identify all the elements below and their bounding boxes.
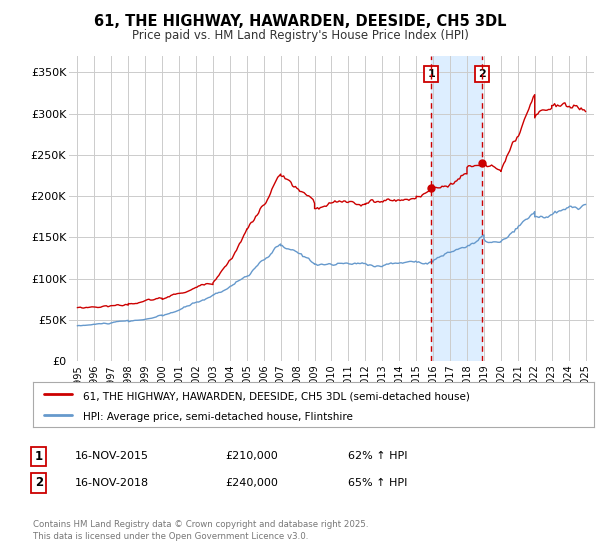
Text: 61, THE HIGHWAY, HAWARDEN, DEESIDE, CH5 3DL: 61, THE HIGHWAY, HAWARDEN, DEESIDE, CH5 … [94,14,506,29]
Text: 1: 1 [35,450,43,463]
Text: 1: 1 [427,69,435,79]
Text: Contains HM Land Registry data © Crown copyright and database right 2025.
This d: Contains HM Land Registry data © Crown c… [33,520,368,541]
Text: £210,000: £210,000 [225,451,278,461]
Text: Price paid vs. HM Land Registry's House Price Index (HPI): Price paid vs. HM Land Registry's House … [131,29,469,42]
Text: 62% ↑ HPI: 62% ↑ HPI [348,451,407,461]
Text: 61, THE HIGHWAY, HAWARDEN, DEESIDE, CH5 3DL (semi-detached house): 61, THE HIGHWAY, HAWARDEN, DEESIDE, CH5 … [83,391,470,402]
Bar [431,56,482,361]
Text: HPI: Average price, semi-detached house, Flintshire: HPI: Average price, semi-detached house,… [83,412,353,422]
Text: 2: 2 [478,69,486,79]
Text: £240,000: £240,000 [225,478,278,488]
Text: 65% ↑ HPI: 65% ↑ HPI [348,478,407,488]
Text: 2: 2 [35,476,43,489]
Text: 16-NOV-2018: 16-NOV-2018 [75,478,149,488]
Text: 16-NOV-2015: 16-NOV-2015 [75,451,149,461]
